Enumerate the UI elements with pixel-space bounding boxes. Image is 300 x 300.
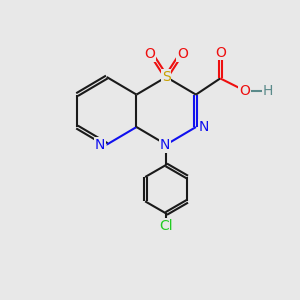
Text: O: O [239,84,250,98]
Text: Cl: Cl [159,219,173,233]
Text: H: H [262,84,273,98]
Text: O: O [215,46,226,60]
Text: O: O [177,47,188,61]
Text: O: O [145,47,155,61]
Text: N: N [95,138,105,152]
Text: N: N [160,138,170,152]
Text: S: S [162,70,171,84]
Text: N: N [198,120,209,134]
